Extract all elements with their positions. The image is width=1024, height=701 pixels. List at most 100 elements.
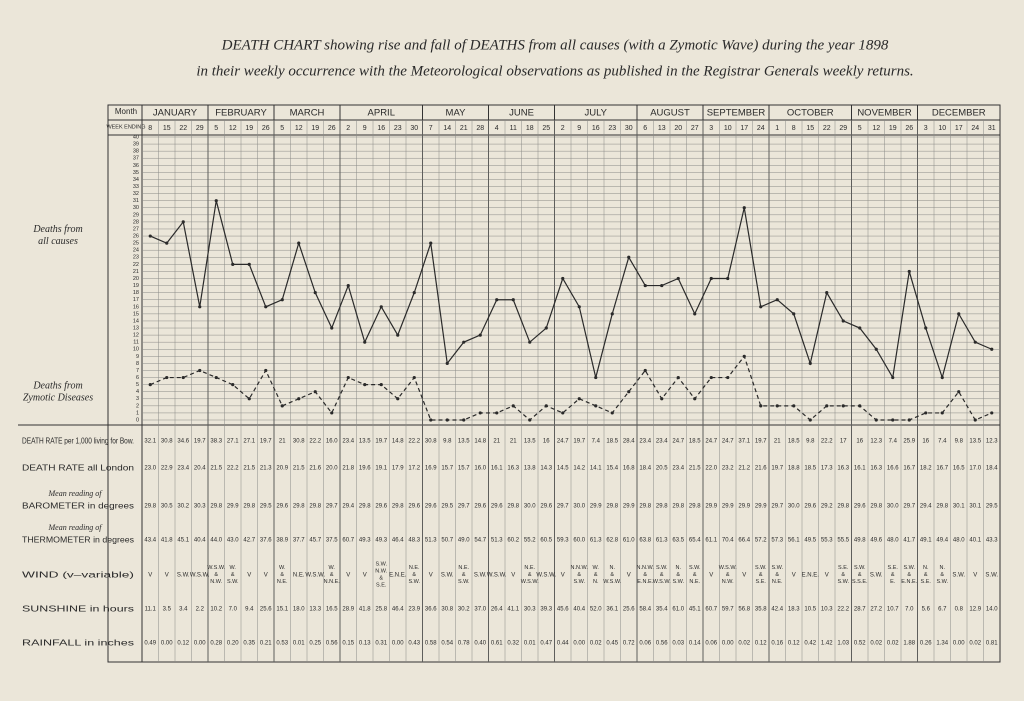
cell: 30.3 — [194, 504, 206, 510]
week-label: 4 — [495, 125, 499, 132]
cell: 29.8 — [243, 504, 255, 510]
cell: 7.4 — [938, 439, 947, 445]
cell: 14.2 — [573, 466, 585, 472]
cell-line: & — [280, 572, 284, 578]
cell-line: S.W. — [408, 579, 420, 585]
cell: W.S.W. & N.W. — [719, 565, 738, 585]
cell: S.W. & S.E. — [755, 565, 767, 585]
cell: 58.4 — [639, 607, 651, 613]
cell: 30.5 — [161, 504, 173, 510]
cell: 24.7 — [705, 439, 717, 445]
point — [759, 404, 763, 408]
cell-line: N.W. — [722, 579, 734, 585]
cell: 9.8 — [806, 439, 815, 445]
point — [198, 368, 202, 373]
cell-line: S.W. — [936, 579, 948, 585]
y-tick-label: 38 — [133, 149, 139, 155]
cell: N.E. & W.S.W. — [521, 565, 540, 585]
cell-line: & — [940, 572, 944, 578]
row-label: THERMOMETER in degrees — [22, 534, 134, 544]
point — [676, 375, 680, 380]
cell: W.S.W. & N.W. — [207, 565, 226, 585]
cell: 29.8 — [359, 504, 371, 510]
cell-line: S.W. — [854, 565, 866, 571]
cell: 21 — [774, 439, 781, 445]
cell: 16.1 — [491, 466, 503, 472]
row-label: WIND (v–variable) — [22, 569, 134, 579]
cell: W.S.W. — [536, 573, 556, 579]
cell: 25.9 — [903, 439, 915, 445]
cell: 16 — [856, 439, 863, 445]
y-tick-label: 17 — [133, 297, 139, 303]
cell: 30.0 — [788, 504, 800, 510]
cell: 29.6 — [425, 504, 437, 510]
cell: 0.15 — [342, 641, 354, 647]
week-label: 5 — [858, 125, 862, 132]
cell: 25.8 — [375, 607, 387, 613]
cell: 29.9 — [623, 504, 635, 510]
cell-line: & — [676, 572, 680, 578]
cell: 29.9 — [590, 504, 602, 510]
cell: 0.61 — [491, 641, 503, 647]
cell: 22.2 — [837, 607, 849, 613]
y-tick-label: 2 — [136, 403, 139, 409]
cell: 25.6 — [260, 607, 272, 613]
cell: 0.78 — [458, 641, 470, 647]
cell: 29.6 — [491, 504, 503, 510]
cell: 29.7 — [326, 504, 338, 510]
cell: 5.6 — [922, 607, 931, 613]
point — [181, 220, 185, 224]
point — [495, 298, 499, 302]
cell: 45.1 — [177, 538, 189, 544]
y-tick-label: 8 — [136, 361, 139, 367]
cell: 15.4 — [606, 466, 618, 472]
cell: S.W. & N.E. — [771, 565, 783, 585]
cell: 45.1 — [689, 607, 701, 613]
cell: 18.3 — [788, 607, 800, 613]
cell-line: S.E. — [921, 579, 932, 585]
y-tick-label: 33 — [133, 184, 139, 190]
week-label: 17 — [740, 125, 748, 132]
y-tick-label: 3 — [136, 396, 139, 402]
cell: 29.9 — [722, 504, 734, 510]
month-label: AUGUST — [650, 108, 690, 119]
cell: 51.3 — [425, 538, 437, 544]
cell: 28.9 — [342, 607, 354, 613]
cell: 7.0 — [229, 607, 238, 613]
cell: 0.00 — [573, 641, 585, 647]
cell: 16.5 — [953, 466, 965, 472]
cell: 21.5 — [243, 466, 255, 472]
cell: 9.8 — [443, 439, 452, 445]
point — [528, 418, 532, 422]
cell-line: S.W. — [672, 579, 684, 585]
cell: 22.2 — [227, 466, 239, 472]
point — [280, 298, 284, 302]
cell: 16.3 — [870, 466, 882, 472]
cell-line: N.W. — [210, 579, 222, 585]
week-label: 18 — [526, 125, 534, 132]
cell: 21.5 — [689, 466, 701, 472]
cell: 27.1 — [243, 439, 255, 445]
week-label: 3 — [924, 125, 928, 132]
point — [313, 390, 317, 394]
cell: 19.1 — [375, 466, 387, 472]
cell: N.E. & S.W. — [408, 565, 420, 585]
cell: 29.8 — [144, 504, 156, 510]
cell: 60.7 — [342, 538, 354, 544]
cell: S.W. — [952, 573, 965, 579]
point — [874, 347, 878, 351]
cell: 0.00 — [161, 641, 173, 647]
cell-line: E. — [890, 579, 896, 585]
cell-line: S.W. — [656, 565, 668, 571]
cell: 40.4 — [573, 607, 585, 613]
cell: 61.3 — [656, 538, 668, 544]
cell: 0.00 — [194, 641, 206, 647]
cell: 29.8 — [507, 504, 519, 510]
point — [792, 312, 796, 316]
cell: 63.5 — [672, 538, 684, 544]
cell: 0.8 — [955, 607, 964, 613]
cell-line: N.E. — [689, 579, 700, 585]
point — [825, 291, 829, 295]
cell-line: W. — [230, 565, 237, 571]
